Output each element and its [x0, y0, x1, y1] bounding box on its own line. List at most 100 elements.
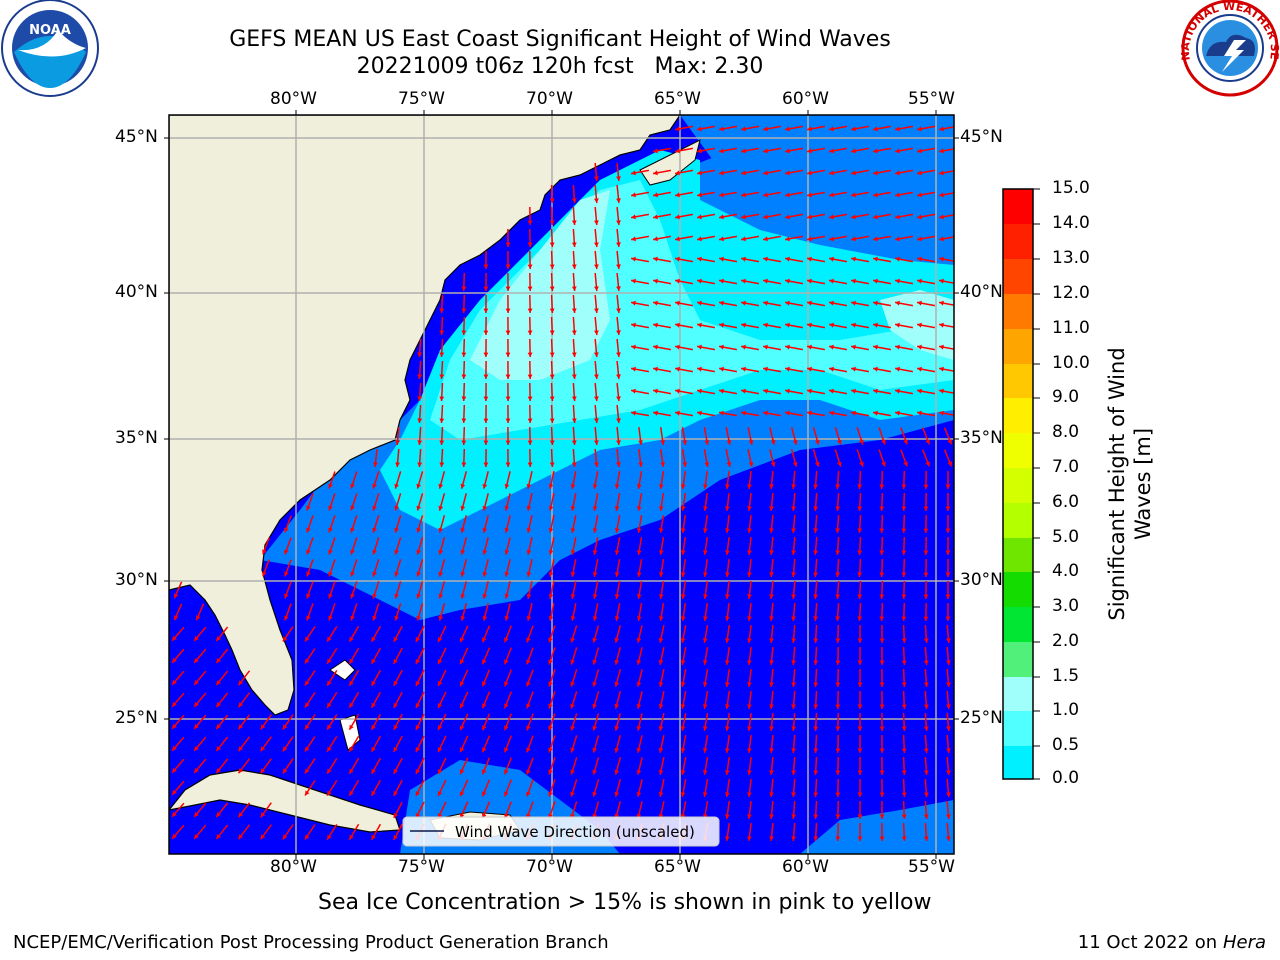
wind-wave-arrow-head — [879, 550, 885, 555]
wind-wave-arrow-head — [548, 484, 554, 489]
wind-wave-arrow-head — [437, 637, 443, 643]
wind-wave-arrow-head — [571, 374, 577, 379]
wind-wave-arrow-head — [416, 571, 421, 577]
wind-wave-arrow-head — [702, 660, 708, 665]
colorbar-segment — [1003, 746, 1033, 780]
wind-wave-arrow-head — [702, 726, 708, 731]
wind-wave-arrow-head — [923, 506, 929, 511]
nws-logo-text: NATIONAL WEATHER SERVICE — [0, 0, 1280, 61]
wind-wave-arrow-head — [461, 396, 467, 401]
wind-wave-arrow-head — [925, 461, 930, 467]
wind-wave-arrow-head — [813, 704, 819, 709]
wind-wave-arrow-head — [216, 658, 221, 663]
wind-wave-arrow-head — [349, 790, 354, 796]
wind-wave-arrow-head — [571, 462, 577, 467]
wind-wave-arrow-head — [923, 594, 929, 599]
wind-wave-arrow-head — [741, 410, 746, 416]
wind-wave-arrow-head — [879, 572, 885, 577]
wind-wave-arrow-head — [835, 726, 841, 731]
colorbar-segment — [1003, 572, 1033, 608]
wind-wave-arrow-head — [592, 572, 598, 577]
wind-wave-arrow-head — [725, 748, 730, 753]
wind-wave-arrow-head — [807, 170, 812, 176]
wind-wave-arrow-head — [394, 527, 399, 533]
wind-wave-arrow-head — [939, 170, 944, 176]
wind-wave-arrow-head — [461, 286, 467, 291]
wind-wave-arrow-head — [570, 703, 575, 709]
wind-wave-arrow-head — [857, 616, 863, 621]
wind-wave-arrow-head — [719, 192, 724, 198]
wind-wave-arrow-head — [763, 410, 768, 416]
wind-wave-arrow-head — [895, 344, 900, 350]
colorbar-segment — [1003, 503, 1033, 539]
wind-wave-arrow-head — [675, 366, 680, 372]
wind-wave-arrow-head — [747, 814, 752, 819]
lat-tick-right-40n: 40°N — [960, 282, 1003, 302]
wind-wave-arrow-head — [925, 439, 930, 445]
wind-wave-arrow-head — [282, 636, 288, 642]
wind-wave-arrow-head — [328, 527, 333, 533]
wind-wave-arrow-head — [807, 322, 812, 328]
wind-wave-arrow-head — [791, 616, 796, 621]
wind-wave-arrow-head — [350, 527, 355, 533]
wind-wave-arrow-head — [461, 418, 467, 423]
wind-wave-arrow-head — [505, 352, 511, 357]
wind-wave-arrow-head — [697, 278, 702, 284]
wind-wave-arrow-head — [725, 814, 730, 819]
wind-wave-arrow-head — [592, 528, 598, 533]
wind-wave-arrow-head — [851, 344, 856, 350]
wind-wave-arrow-head — [763, 278, 768, 284]
wind-wave-arrow-head — [459, 659, 465, 665]
wind-wave-arrow-head — [873, 366, 878, 372]
wind-wave-arrow-head — [747, 704, 752, 709]
colorbar-segment — [1003, 364, 1033, 399]
wind-wave-arrow-head — [571, 440, 577, 445]
wind-wave-arrow-head — [417, 396, 423, 401]
wind-wave-arrow-head — [504, 769, 509, 775]
wind-wave-arrow-head — [395, 440, 400, 445]
wind-wave-arrow-head — [873, 344, 878, 350]
lon-tick-bottom-60w: 60°W — [782, 857, 829, 877]
wind-wave-arrow-head — [813, 836, 819, 841]
wind-wave-arrow-head — [747, 660, 752, 665]
map-frame — [168, 114, 955, 855]
wind-wave-arrow-head — [350, 549, 355, 555]
wind-wave-arrow-head — [763, 300, 768, 306]
lat-tick-left-35n: 35°N — [115, 428, 158, 448]
map-legend: Wind Wave Direction (unscaled) — [402, 816, 720, 847]
wind-wave-arrow-head — [616, 374, 621, 379]
wind-wave-arrow-head — [526, 637, 531, 643]
wind-wave-arrow-head — [504, 527, 510, 533]
wind-wave-arrow-head — [527, 242, 533, 247]
wind-wave-arrow-head — [653, 388, 658, 394]
wind-wave-arrow-head — [946, 638, 951, 643]
wind-wave-arrow-head — [675, 236, 680, 242]
wind-wave-arrow-head — [813, 660, 819, 665]
wind-wave-arrow-head — [570, 572, 576, 577]
wind-wave-arrow-head — [741, 366, 746, 372]
wind-wave-arrow-head — [614, 506, 620, 511]
wind-wave-arrow-head — [415, 681, 421, 686]
wind-wave-arrow-head — [349, 768, 354, 774]
lon-tick-top-75w: 75°W — [398, 89, 445, 109]
wind-wave-arrow-head — [680, 770, 686, 775]
wind-wave-arrow-head — [785, 148, 790, 154]
lat-tick-right-25n: 25°N — [960, 708, 1003, 728]
wind-wave-arrow-head — [917, 148, 922, 154]
lat-tick-right-35n: 35°N — [960, 428, 1003, 448]
wind-wave-arrow-head — [945, 484, 951, 489]
wind-wave-arrow-head — [526, 725, 531, 731]
wind-wave-arrow-head — [835, 704, 841, 709]
wind-wave-arrow-head — [873, 236, 878, 242]
wind-wave-arrow-head — [527, 220, 533, 225]
wind-wave-arrow-head — [194, 834, 199, 839]
wind-wave-arrow-head — [939, 148, 944, 154]
wind-wave-arrow-head — [504, 615, 510, 621]
wind-wave-arrow-head — [526, 659, 531, 665]
wind-wave-arrow-head — [851, 322, 856, 328]
wind-wave-arrow-head — [835, 638, 841, 643]
lon-tick-top-55w: 55°W — [908, 89, 955, 109]
wind-wave-arrow-head — [747, 770, 752, 775]
wind-wave-arrow-head — [837, 439, 842, 445]
wind-wave-arrow-head — [437, 681, 443, 687]
